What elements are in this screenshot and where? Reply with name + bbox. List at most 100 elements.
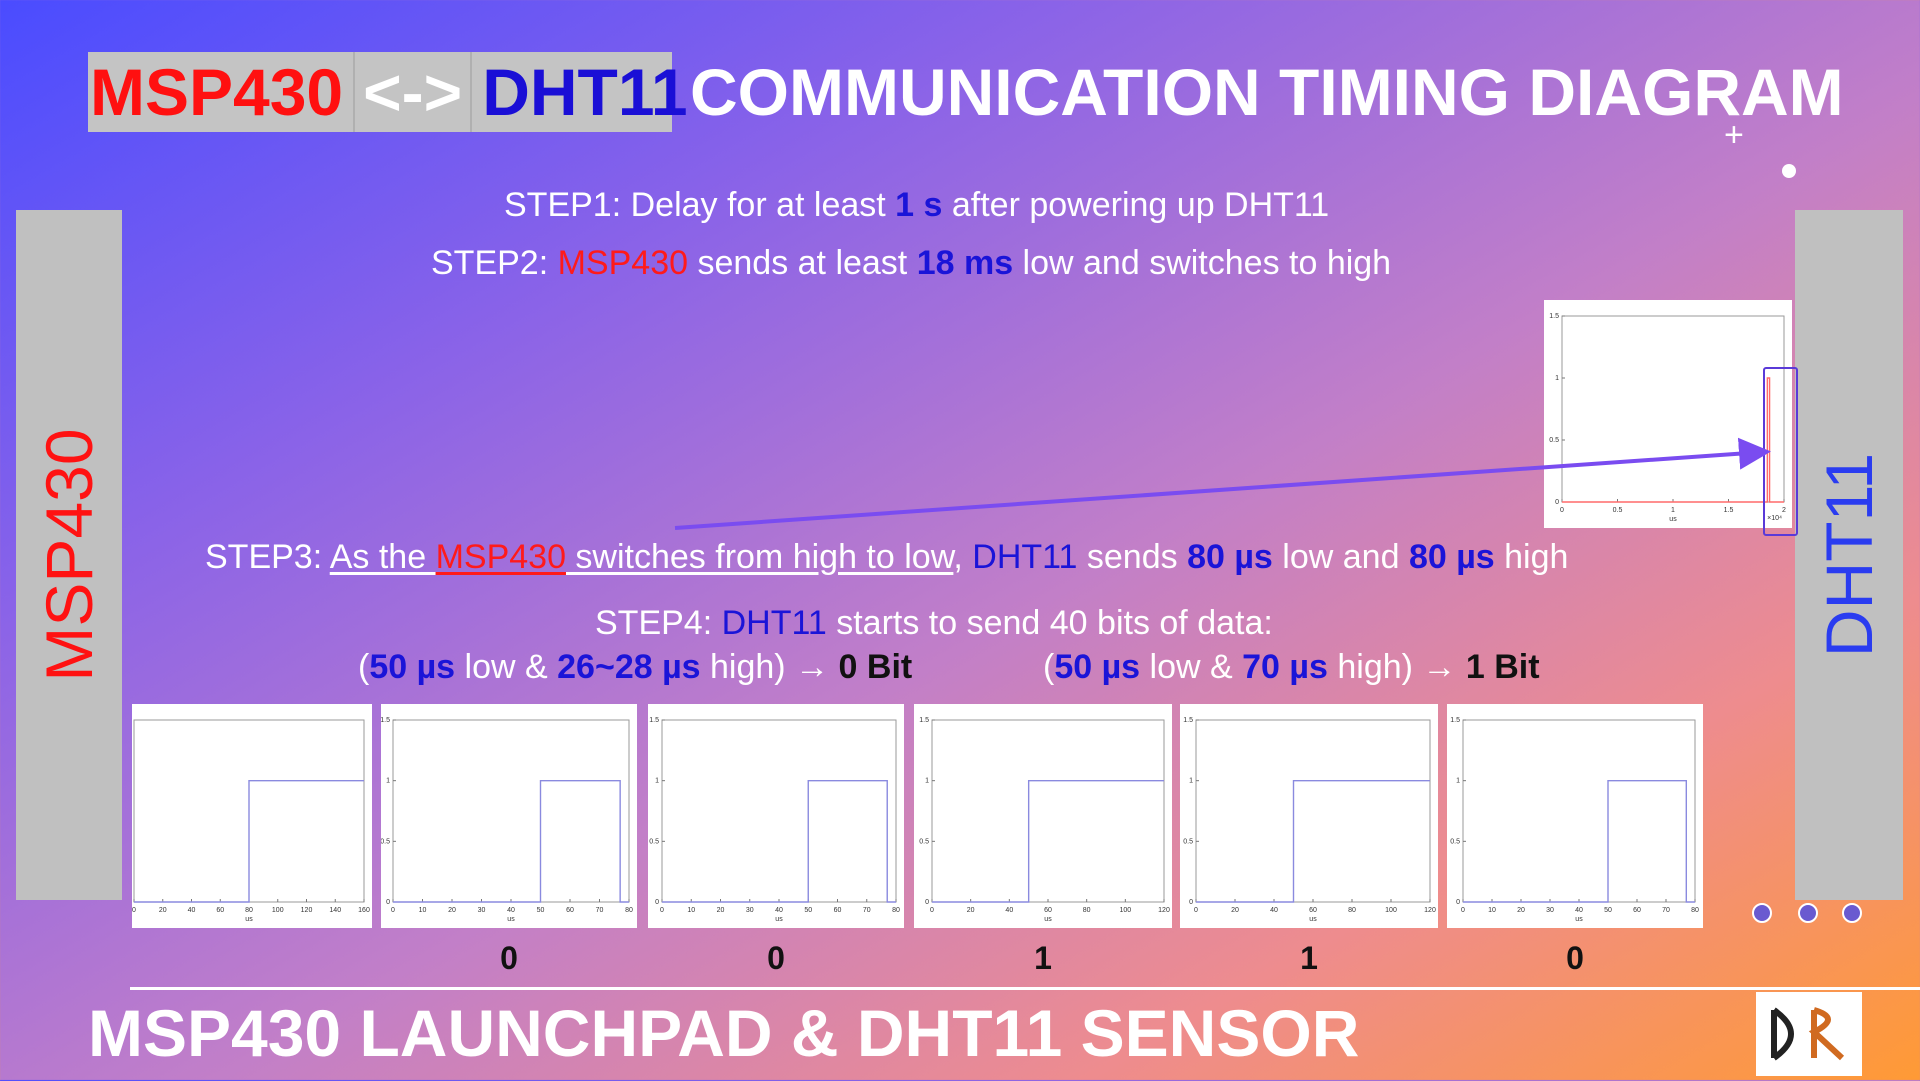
x-tick-label: 20 xyxy=(967,907,975,914)
bit1-part: high) → xyxy=(1327,648,1466,686)
x-axis-label: us xyxy=(1575,916,1583,923)
y-tick-label: 0.5 xyxy=(1183,838,1193,845)
x-tick-label: 2 xyxy=(1782,507,1786,514)
bit-chart-2: 0 10 20 30 40 50 60 70 80 0 0.5 1 1.5 us xyxy=(649,717,900,923)
y-tick-label: 0.5 xyxy=(1450,838,1460,845)
response-chart: 0 20 40 60 80 100 120 140 160 us xyxy=(132,719,370,923)
x-tick-label: 30 xyxy=(746,907,754,914)
signal-line xyxy=(1196,779,1430,903)
y-tick-label: 0 xyxy=(925,899,929,906)
x-axis-label: us xyxy=(245,916,253,923)
start-signal-chart: 0 0.5 1 1.5 2 0 0.5 1 1.5 us ×10⁴ xyxy=(1549,313,1786,523)
ellipsis-dot-icon xyxy=(1798,903,1818,923)
step1-part: after powering up DHT11 xyxy=(942,186,1330,224)
x-tick-label: 10 xyxy=(1488,907,1496,914)
y-tick-label: 1 xyxy=(1189,778,1193,785)
step3-part: high xyxy=(1494,538,1569,576)
step4-part: starts to send 40 bits of data: xyxy=(826,604,1273,642)
signal-line xyxy=(932,779,1164,903)
x-tick-label: 20 xyxy=(1231,907,1239,914)
x-tick-label: 60 xyxy=(834,907,842,914)
x-tick-label: 80 xyxy=(625,907,633,914)
bit-value-label: 0 xyxy=(1566,940,1584,976)
y-tick-label: 0 xyxy=(1189,899,1193,906)
signal-line xyxy=(1562,377,1784,503)
title-arrow: <-> xyxy=(353,52,473,132)
x-tick-label: 1.5 xyxy=(1724,507,1734,514)
x-tick-label: 100 xyxy=(272,907,284,914)
bit0-part: high) → xyxy=(700,648,839,686)
step3-duration: 80 µs xyxy=(1408,538,1495,576)
x-tick-label: 20 xyxy=(159,907,167,914)
x-tick-label: 40 xyxy=(1575,907,1583,914)
title-msp430: MSP430 xyxy=(90,55,344,129)
y-tick-label: 0.5 xyxy=(1549,437,1559,444)
x-tick-label: 40 xyxy=(775,907,783,914)
y-tick-label: 1 xyxy=(386,778,390,785)
bit0-label: 0 Bit xyxy=(838,648,913,686)
signal-line xyxy=(662,779,896,903)
bit-plot: 0 10 20 30 40 50 60 70 80 0 0.5 1 1.5 us xyxy=(381,704,637,928)
x-axis-label: us xyxy=(1669,516,1677,523)
x-tick-label: 0 xyxy=(1560,507,1564,514)
bit0-part: ( xyxy=(358,648,370,686)
x-tick-label: 10 xyxy=(419,907,427,914)
logo-icon xyxy=(1771,1007,1845,1061)
signal-line xyxy=(134,779,364,903)
bit1-high: 70 µs xyxy=(1242,648,1328,686)
x-tick-label: 100 xyxy=(1385,907,1397,914)
y-tick-label: 0.5 xyxy=(649,838,659,845)
x-tick-label: 0 xyxy=(132,907,136,914)
bit-chart-5: 0 10 20 30 40 50 60 70 80 0 0.5 1 1.5 us xyxy=(1450,717,1699,923)
step3-dht11: DHT11 xyxy=(972,538,1078,576)
bit-plot: 0 10 20 30 40 50 60 70 80 0 0.5 1 1.5 us xyxy=(648,704,904,928)
bit-plot: 0 20 40 60 80 100 120 0 0.5 1 1.5 us xyxy=(1180,704,1438,928)
x-tick-label: 1 xyxy=(1671,507,1675,514)
x-axis-label: us xyxy=(507,916,515,923)
plot-axes-box xyxy=(1195,719,1431,903)
x-tick-label: 40 xyxy=(1270,907,1278,914)
bit-value-label: 1 xyxy=(1300,940,1318,976)
x-tick-label: 0 xyxy=(1461,907,1465,914)
x-tick-label: 80 xyxy=(1691,907,1699,914)
y-tick-label: 0 xyxy=(1555,499,1559,506)
x-tick-label: 60 xyxy=(1044,907,1052,914)
plot-axes-box xyxy=(1462,719,1696,903)
signal-line xyxy=(1463,779,1695,903)
y-tick-label: 0.5 xyxy=(919,838,929,845)
step4-text: STEP4: DHT11 starts to send 40 bits of d… xyxy=(595,604,1273,643)
x-tick-label: 60 xyxy=(1309,907,1317,914)
response-plot: 0 20 40 60 80 100 120 140 160 us xyxy=(132,704,372,928)
bit-chart-1: 0 10 20 30 40 50 60 70 80 0 0.5 1 1.5 us xyxy=(381,717,633,923)
bit-chart-4: 0 20 40 60 80 100 120 0 0.5 1 1.5 us xyxy=(1183,717,1436,923)
step2-text: STEP2: MSP430 sends at least 18 ms low a… xyxy=(431,244,1391,283)
dr-logo xyxy=(1756,992,1862,1076)
x-tick-label: 60 xyxy=(216,907,224,914)
page-title: COMMUNICATION TIMING DIAGRAM xyxy=(690,55,1844,129)
x-tick-label: 120 xyxy=(1424,907,1436,914)
step3-part: , xyxy=(953,538,973,576)
step1-text: STEP1: Delay for at least 1 s after powe… xyxy=(504,186,1329,225)
plus-mark-icon: + xyxy=(1724,116,1744,154)
y-tick-label: 1 xyxy=(1555,375,1559,382)
x-tick-label: 70 xyxy=(863,907,871,914)
bit1-part: ( xyxy=(1043,648,1055,686)
bit0-high: 26~28 µs xyxy=(557,648,701,686)
start-signal-plot: 0 0.5 1 1.5 2 0 0.5 1 1.5 us ×10⁴ xyxy=(1544,300,1792,528)
bit-value-label: 0 xyxy=(500,940,518,976)
step3-part: STEP3: xyxy=(205,538,330,576)
ellipsis-dot-icon xyxy=(1842,903,1862,923)
x-tick-label: 140 xyxy=(329,907,341,914)
y-tick-label: 1 xyxy=(655,778,659,785)
dot-mark-icon xyxy=(1782,164,1796,178)
x-tick-label: 20 xyxy=(448,907,456,914)
step4-part: STEP4: xyxy=(595,604,722,642)
x-tick-label: 0.5 xyxy=(1613,507,1623,514)
step4-dht11: DHT11 xyxy=(721,604,827,642)
step1-duration: 1 s xyxy=(895,186,943,224)
step3-part: As the xyxy=(329,538,436,576)
x-tick-label: 40 xyxy=(507,907,515,914)
bit-plot: 0 20 40 60 80 100 120 0 0.5 1 1.5 us xyxy=(914,704,1172,928)
x-tick-label: 0 xyxy=(930,907,934,914)
